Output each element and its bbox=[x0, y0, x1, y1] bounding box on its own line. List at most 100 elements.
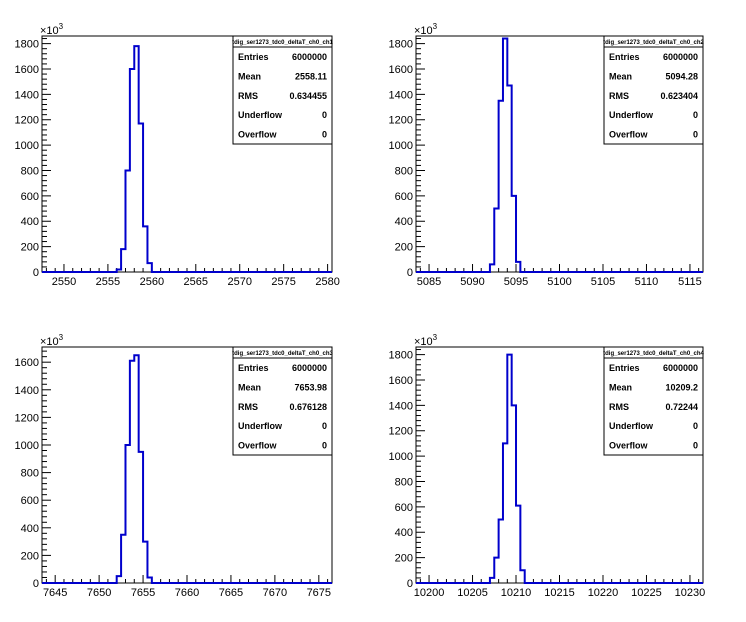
stats-row-value: 0.72244 bbox=[665, 402, 698, 412]
stats-row-label: Overflow bbox=[238, 130, 278, 140]
stats-row-label: RMS bbox=[609, 91, 629, 101]
x-tick-label: 2560 bbox=[140, 276, 164, 288]
stats-row-value: 0 bbox=[322, 110, 327, 120]
stats-row-label: Underflow bbox=[609, 110, 654, 120]
y-tick-label: 400 bbox=[395, 527, 413, 539]
stats-box-title: tdig_ser1273_tdc0_deltaT_ch0_ch1 bbox=[232, 40, 333, 46]
stats-box: tdig_ser1273_tdc0_deltaT_ch0_ch1 Entries 6… bbox=[232, 35, 334, 145]
x-tick-label: 10225 bbox=[631, 587, 662, 599]
y-tick-label: 400 bbox=[395, 216, 413, 228]
x-tick-label: 5110 bbox=[635, 276, 659, 288]
x-tick-label: 7645 bbox=[43, 587, 67, 599]
x-tick-label: 7675 bbox=[307, 587, 331, 599]
histogram-outline bbox=[42, 45, 332, 273]
histogram-panel: 7645 7650 7655 7660 7665 7670 7675 0 200 400 600 80… bbox=[15, 333, 334, 599]
y-tick-label: 0 bbox=[407, 267, 413, 279]
stats-row-value: 0.676128 bbox=[289, 402, 327, 412]
x-tick-label: 7665 bbox=[219, 587, 243, 599]
stats-box-frame bbox=[603, 35, 704, 145]
y-tick-label: 800 bbox=[21, 468, 39, 480]
y-tick-label: 600 bbox=[21, 191, 39, 203]
stats-box: tdig_ser1273_tdc0_deltaT_ch0_ch2 Entries 6… bbox=[603, 35, 705, 145]
stats-row-label: Mean bbox=[238, 382, 261, 392]
stats-row-label: Entries bbox=[238, 363, 269, 373]
stats-row-value: 0 bbox=[693, 110, 698, 120]
y-tick-label: 1600 bbox=[389, 375, 413, 387]
x-tick-label: 7650 bbox=[87, 587, 111, 599]
y-tick-label: 200 bbox=[21, 550, 39, 562]
stats-row-label: Entries bbox=[238, 52, 269, 62]
y-axis-multiplier: ×103 bbox=[40, 22, 64, 37]
stats-row-label: Entries bbox=[609, 363, 640, 373]
x-tick-label: 7670 bbox=[263, 587, 287, 599]
stats-row-label: Underflow bbox=[238, 110, 283, 120]
x-tick-label: 10205 bbox=[457, 587, 488, 599]
stats-row-value: 2558.11 bbox=[295, 71, 327, 81]
y-tick-label: 200 bbox=[21, 242, 39, 254]
stats-box-title: tdig_ser1273_tdc0_deltaT_ch0_ch4 bbox=[603, 351, 704, 357]
y-tick-label: 400 bbox=[21, 216, 39, 228]
stats-row-value: 5094.28 bbox=[665, 71, 698, 81]
stats-box: tdig_ser1273_tdc0_deltaT_ch0_ch4 Entries 6… bbox=[603, 346, 705, 456]
y-tick-label: 200 bbox=[395, 553, 413, 565]
y-tick-label: 200 bbox=[395, 242, 413, 254]
y-tick-label: 0 bbox=[407, 578, 413, 590]
stats-row-value: 0 bbox=[693, 130, 698, 140]
stats-row-value: 0.623404 bbox=[660, 91, 698, 101]
stats-box: tdig_ser1273_tdc0_deltaT_ch0_ch3 Entries 6… bbox=[232, 346, 334, 456]
stats-row-value: 7653.98 bbox=[294, 382, 327, 392]
y-tick-label: 1800 bbox=[389, 350, 413, 362]
stats-row-label: Mean bbox=[609, 382, 632, 392]
y-tick-label: 600 bbox=[395, 191, 413, 203]
y-tick-label: 1200 bbox=[15, 412, 39, 424]
stats-row-label: Overflow bbox=[609, 441, 649, 451]
stats-row-label: Overflow bbox=[238, 441, 278, 451]
x-tick-label: 5090 bbox=[460, 276, 484, 288]
y-tick-label: 1400 bbox=[15, 385, 39, 397]
stats-row-value: 6000000 bbox=[663, 52, 698, 62]
x-tick-label: 10210 bbox=[501, 587, 532, 599]
y-tick-label: 1400 bbox=[389, 89, 413, 101]
stats-box-frame bbox=[232, 35, 333, 145]
x-tick-label: 2565 bbox=[184, 276, 208, 288]
y-axis-multiplier: ×103 bbox=[414, 333, 438, 348]
stats-row-label: Underflow bbox=[609, 421, 654, 431]
y-axis-multiplier: ×103 bbox=[414, 22, 438, 37]
stats-row-label: RMS bbox=[238, 91, 258, 101]
x-tick-label: 2555 bbox=[96, 276, 120, 288]
y-tick-label: 1600 bbox=[389, 64, 413, 76]
y-tick-label: 1400 bbox=[389, 400, 413, 412]
y-tick-label: 1200 bbox=[389, 426, 413, 438]
x-tick-label: 2550 bbox=[52, 276, 76, 288]
y-tick-label: 1200 bbox=[15, 115, 39, 127]
y-tick-label: 1600 bbox=[15, 357, 39, 369]
histogram-outline bbox=[416, 37, 703, 273]
x-tick-label: 5115 bbox=[678, 276, 702, 288]
stats-row-label: RMS bbox=[238, 402, 258, 412]
stats-box-title: tdig_ser1273_tdc0_deltaT_ch0_ch2 bbox=[603, 40, 704, 46]
y-tick-label: 800 bbox=[21, 165, 39, 177]
y-axis-multiplier: ×103 bbox=[40, 333, 64, 348]
y-tick-label: 1600 bbox=[15, 64, 39, 76]
x-tick-label: 10200 bbox=[414, 587, 445, 599]
y-tick-label: 1000 bbox=[15, 140, 39, 152]
histogram-panel: 5085 5090 5095 5100 5105 5110 5115 0 200 400 600 80… bbox=[389, 22, 705, 288]
y-tick-label: 0 bbox=[33, 578, 39, 590]
y-tick-label: 1200 bbox=[389, 115, 413, 127]
stats-row-value: 6000000 bbox=[663, 363, 698, 373]
x-tick-label: 2575 bbox=[271, 276, 295, 288]
stats-row-value: 0 bbox=[322, 421, 327, 431]
stats-row-value: 0 bbox=[693, 421, 698, 431]
y-tick-label: 800 bbox=[395, 165, 413, 177]
stats-row-value: 10209.2 bbox=[665, 382, 698, 392]
y-tick-label: 1000 bbox=[389, 140, 413, 152]
y-tick-label: 0 bbox=[33, 267, 39, 279]
histogram-panel: 2550 2555 2560 2565 2570 2575 2580 0 200 400 600 80… bbox=[15, 22, 340, 288]
x-tick-label: 10215 bbox=[544, 587, 575, 599]
stats-row-label: Mean bbox=[609, 71, 632, 81]
stats-row-value: 0.634455 bbox=[289, 91, 327, 101]
stats-row-value: 0 bbox=[322, 130, 327, 140]
x-tick-label: 5085 bbox=[417, 276, 441, 288]
x-tick-label: 10230 bbox=[675, 587, 706, 599]
